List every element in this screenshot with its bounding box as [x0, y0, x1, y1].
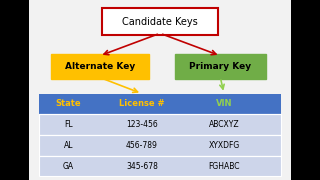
- FancyBboxPatch shape: [39, 114, 281, 135]
- Text: XYXDFG: XYXDFG: [208, 141, 240, 150]
- Text: State: State: [55, 99, 81, 108]
- Text: AL: AL: [63, 141, 73, 150]
- Text: Candidate Keys: Candidate Keys: [122, 17, 198, 27]
- Text: 123-456: 123-456: [126, 120, 158, 129]
- Text: ABCXYZ: ABCXYZ: [209, 120, 239, 129]
- Text: 456-789: 456-789: [126, 141, 158, 150]
- FancyBboxPatch shape: [39, 156, 281, 176]
- FancyBboxPatch shape: [102, 8, 218, 35]
- Text: 345-678: 345-678: [126, 162, 158, 171]
- FancyBboxPatch shape: [29, 0, 291, 180]
- FancyBboxPatch shape: [39, 94, 281, 114]
- FancyBboxPatch shape: [175, 54, 266, 79]
- Text: Alternate Key: Alternate Key: [65, 62, 135, 71]
- FancyBboxPatch shape: [39, 135, 281, 156]
- Text: FGHABC: FGHABC: [208, 162, 240, 171]
- FancyBboxPatch shape: [51, 54, 149, 79]
- Text: GA: GA: [63, 162, 74, 171]
- Text: Primary Key: Primary Key: [189, 62, 252, 71]
- Text: VIN: VIN: [216, 99, 232, 108]
- Text: FL: FL: [64, 120, 73, 129]
- Text: License #: License #: [119, 99, 165, 108]
